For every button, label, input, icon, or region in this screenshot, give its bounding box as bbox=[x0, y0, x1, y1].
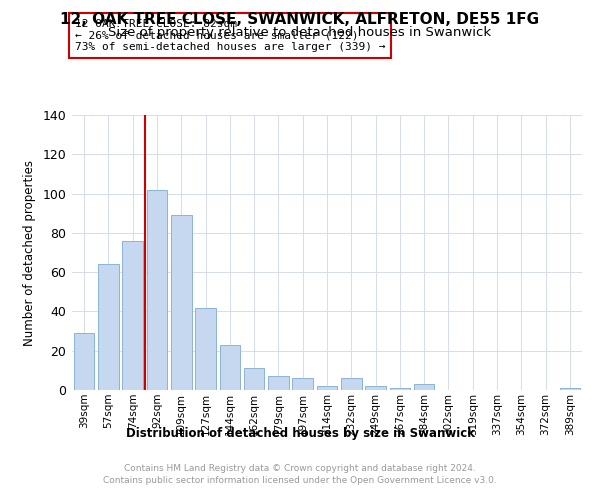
Bar bbox=[268, 376, 289, 390]
Y-axis label: Number of detached properties: Number of detached properties bbox=[23, 160, 35, 346]
Bar bbox=[146, 190, 167, 390]
Bar bbox=[98, 264, 119, 390]
Bar bbox=[195, 308, 216, 390]
Bar bbox=[341, 378, 362, 390]
Text: 12, OAK TREE CLOSE, SWANWICK, ALFRETON, DE55 1FG: 12, OAK TREE CLOSE, SWANWICK, ALFRETON, … bbox=[61, 12, 539, 28]
Bar bbox=[292, 378, 313, 390]
Bar bbox=[389, 388, 410, 390]
Bar bbox=[414, 384, 434, 390]
Bar bbox=[122, 240, 143, 390]
Text: Size of property relative to detached houses in Swanwick: Size of property relative to detached ho… bbox=[109, 26, 491, 39]
Text: Contains public sector information licensed under the Open Government Licence v3: Contains public sector information licen… bbox=[103, 476, 497, 485]
Bar bbox=[220, 345, 240, 390]
Bar bbox=[317, 386, 337, 390]
Bar bbox=[171, 215, 191, 390]
Text: 12 OAK TREE CLOSE: 82sqm
← 26% of detached houses are smaller (122)
73% of semi-: 12 OAK TREE CLOSE: 82sqm ← 26% of detach… bbox=[74, 18, 385, 52]
Bar bbox=[74, 333, 94, 390]
Bar bbox=[244, 368, 265, 390]
Bar bbox=[560, 388, 580, 390]
Text: Distribution of detached houses by size in Swanwick: Distribution of detached houses by size … bbox=[125, 428, 475, 440]
Text: Contains HM Land Registry data © Crown copyright and database right 2024.: Contains HM Land Registry data © Crown c… bbox=[124, 464, 476, 473]
Bar bbox=[365, 386, 386, 390]
